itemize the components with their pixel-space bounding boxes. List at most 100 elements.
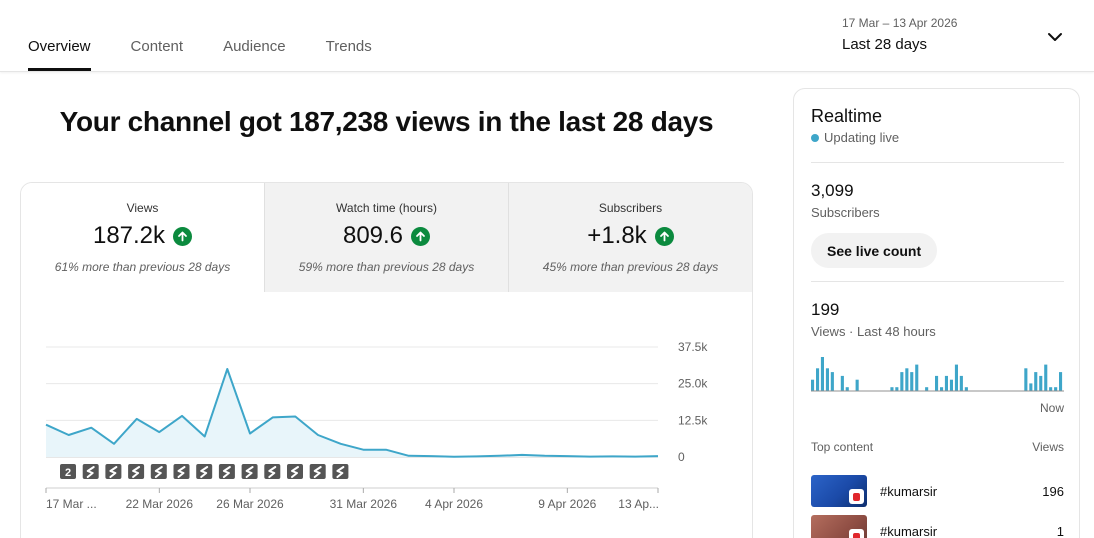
date-range-label: Last 28 days <box>842 36 928 53</box>
metric-note: 61% more than previous 28 days <box>54 260 231 274</box>
y-tick-label: 0 <box>678 450 685 464</box>
date-range-selector[interactable]: 17 Mar – 13 Apr 2026 Last 28 days <box>842 16 957 53</box>
x-tick-label: 26 Mar 2026 <box>216 497 284 511</box>
tab-content[interactable]: Content <box>130 38 184 55</box>
shorts-icon <box>849 489 864 504</box>
video-title: #kumarsir <box>880 483 938 499</box>
x-tick-label: 13 Ap... <box>618 497 659 511</box>
views-chart: 37.5k 25.0k 12.5k 0 2 17 Mar ... 22 Mar 2026 26… <box>45 340 708 511</box>
realtime-bar <box>905 368 909 391</box>
realtime-bar <box>845 387 849 391</box>
realtime-bar <box>915 364 919 391</box>
video-thumbnail <box>811 475 867 507</box>
realtime-bar-chart <box>811 357 1064 392</box>
shorts-icon[interactable] <box>105 464 122 479</box>
shorts-icon[interactable] <box>150 464 167 479</box>
shorts-icon[interactable] <box>128 464 145 479</box>
realtime-bar <box>890 387 894 391</box>
realtime-bar <box>840 375 844 391</box>
realtime-views-label: Views · Last 48 hours <box>811 324 936 339</box>
shorts-icon[interactable] <box>173 464 190 479</box>
top-content-item[interactable]: #kumarsir 196 <box>811 475 1064 507</box>
top-content-views-label: Views <box>1032 440 1064 454</box>
chevron-down-icon[interactable] <box>1046 28 1064 46</box>
realtime-bar <box>855 379 859 391</box>
metric-note: 59% more than previous 28 days <box>298 260 475 274</box>
realtime-bar <box>1034 372 1038 391</box>
video-views: 1 <box>1056 523 1064 538</box>
metric-label: Views <box>126 201 159 215</box>
x-tick-label: 17 Mar ... <box>46 497 97 511</box>
metric-tabs: Views 187.2k 61% more than previous 28 d… <box>21 183 752 292</box>
video-thumbnail <box>811 515 867 538</box>
metric-value: +1.8k <box>587 222 647 249</box>
views-area <box>46 369 658 457</box>
metric-tab-views[interactable]: Views 187.2k 61% more than previous 28 d… <box>21 183 264 292</box>
arrow-up-icon <box>411 226 431 246</box>
shorts-icon[interactable] <box>218 464 235 479</box>
live-indicator: Updating live <box>811 130 899 145</box>
x-tick-label: 31 Mar 2026 <box>330 497 398 511</box>
upload-count-marker[interactable]: 2 <box>60 464 76 479</box>
realtime-bar <box>940 387 944 391</box>
realtime-bar <box>910 372 914 391</box>
realtime-bar <box>820 357 824 391</box>
tab-trends[interactable]: Trends <box>325 38 372 55</box>
live-status-text: Updating live <box>824 130 900 145</box>
date-range-dates: 17 Mar – 13 Apr 2026 <box>842 16 958 30</box>
realtime-bar <box>1054 387 1058 391</box>
realtime-bar <box>1029 383 1033 391</box>
views-line <box>45 368 659 458</box>
x-tick-label: 9 Apr 2026 <box>538 497 596 511</box>
subscriber-count: 3,099 <box>811 181 854 200</box>
realtime-bar <box>1059 372 1063 391</box>
marker-label: 2 <box>65 467 71 479</box>
realtime-bar <box>816 368 820 391</box>
realtime-bar <box>949 379 953 391</box>
realtime-panel: Realtime Updating live 3,099 Subscribers… <box>793 88 1080 538</box>
realtime-bar <box>1049 387 1053 391</box>
top-content-header: Top content Views <box>811 440 1064 454</box>
realtime-bar <box>1039 375 1043 391</box>
shorts-icon[interactable] <box>196 464 213 479</box>
top-content-label: Top content <box>811 440 874 454</box>
realtime-views-count: 199 <box>811 300 840 319</box>
shorts-icon[interactable] <box>332 464 349 479</box>
metric-value: 187.2k <box>92 222 166 249</box>
realtime-bar <box>895 387 899 391</box>
video-title: #kumarsir <box>880 523 938 538</box>
video-views: 196 <box>1042 483 1064 499</box>
metric-tab-watch-time[interactable]: Watch time (hours) 809.6 59% more than p… <box>264 183 508 292</box>
tab-audience[interactable]: Audience <box>223 38 286 55</box>
realtime-bar <box>825 368 829 391</box>
shorts-icon[interactable] <box>241 464 258 479</box>
metric-note: 45% more than previous 28 days <box>542 260 719 274</box>
shorts-icon[interactable] <box>82 464 99 479</box>
arrow-up-icon <box>173 226 193 246</box>
realtime-bar <box>959 375 963 391</box>
shorts-icon[interactable] <box>287 464 303 479</box>
realtime-bar <box>925 387 929 391</box>
tab-bar: Overview Content Audience Trends <box>28 38 412 71</box>
arrow-up-icon <box>654 226 674 246</box>
live-dot-icon <box>811 133 819 142</box>
shorts-icon[interactable] <box>264 464 281 479</box>
realtime-bar <box>964 387 968 391</box>
shorts-icon[interactable] <box>309 464 326 479</box>
see-live-count-button[interactable]: See live count <box>811 233 938 268</box>
x-tick-label: 22 Mar 2026 <box>126 497 194 511</box>
tab-overview[interactable]: Overview <box>28 38 91 71</box>
realtime-bar <box>935 375 939 391</box>
y-tick-label: 25.0k <box>678 377 708 391</box>
now-label: Now <box>1039 401 1064 415</box>
realtime-bar <box>954 364 958 391</box>
realtime-bar <box>811 379 815 391</box>
realtime-title: Realtime <box>811 106 883 126</box>
metric-label: Watch time (hours) <box>336 201 437 215</box>
divider <box>811 281 1064 282</box>
realtime-bar <box>1044 364 1048 391</box>
metric-value: 809.6 <box>342 222 404 249</box>
top-content-item[interactable]: #kumarsir 1 <box>811 515 1064 538</box>
metric-tab-subscribers[interactable]: Subscribers +1.8k 45% more than previous… <box>508 183 752 292</box>
realtime-bar <box>944 375 948 391</box>
